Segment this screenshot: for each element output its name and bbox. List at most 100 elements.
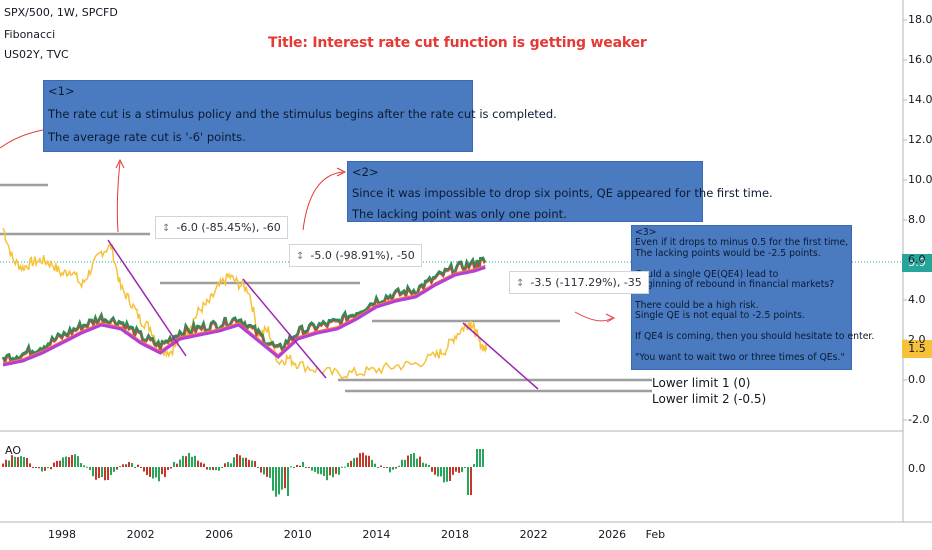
y-tick-label: 2.0	[908, 333, 926, 346]
ao-bar	[71, 454, 73, 467]
ao-bar	[449, 467, 451, 481]
ao-bar	[350, 460, 352, 467]
downtrend-line	[107, 239, 187, 357]
ao-bar	[44, 467, 46, 471]
ao-bar	[281, 467, 283, 490]
ao-bar	[173, 461, 175, 467]
ao-bar	[356, 457, 358, 467]
ao-bar	[260, 467, 262, 473]
measure-label-2[interactable]: ↕ -5.0 (-98.91%), -50	[289, 244, 422, 267]
ao-bar	[2, 463, 4, 467]
ao-bar	[176, 463, 178, 467]
ao-bar	[305, 467, 307, 468]
ao-bar	[35, 467, 37, 468]
ao-bar	[164, 467, 166, 478]
ao-bar	[239, 455, 241, 467]
ao-bar	[377, 467, 379, 468]
lower-limit-1-label[interactable]: Lower limit 1 (0)	[652, 376, 751, 390]
measure-label-3[interactable]: ↕ -3.5 (-117.29%), -35	[509, 271, 649, 294]
ao-bar	[8, 460, 10, 467]
y-tick-label: 6.0	[908, 253, 926, 266]
ao-bar	[335, 467, 337, 474]
note-3-line: Single QE is not equal to -2.5 points.	[635, 310, 805, 322]
legend-us02y[interactable]: US02Y, TVC	[4, 48, 69, 61]
ao-bar	[14, 456, 16, 467]
y-tick-label: 14.0	[908, 93, 932, 106]
chart-title-annotation[interactable]: Title: Interest rate cut function is get…	[268, 35, 647, 51]
ao-bar	[191, 456, 193, 467]
x-tick-label: 2026	[598, 528, 627, 541]
ao-bar	[479, 449, 481, 467]
us02y-line	[2, 227, 488, 380]
note-3-line: If QE4 is coming, then you should hesita…	[635, 331, 875, 343]
ao-bar	[476, 449, 478, 467]
ao-bar	[80, 463, 82, 467]
ao-bar	[155, 467, 157, 478]
ao-bar	[50, 467, 52, 470]
ao-indicator-label[interactable]: AO	[5, 444, 21, 457]
note-box-1[interactable]: <1> The rate cut is a stimulus policy an…	[43, 80, 557, 152]
ao-bar	[20, 456, 22, 467]
ao-bar	[266, 467, 268, 477]
ao-bar	[104, 467, 106, 481]
ao-bar	[425, 463, 427, 467]
ao-bar	[293, 467, 295, 468]
ao-bar	[272, 467, 274, 491]
ao-bar	[284, 467, 286, 489]
x-tick-label: 1998	[48, 528, 76, 541]
ao-bar	[437, 467, 439, 477]
measure-text-2: -5.0 (-98.91%), -50	[310, 249, 415, 262]
legend-symbol[interactable]: SPX/500, 1W, SPCFD	[4, 6, 118, 19]
ao-bar	[89, 467, 91, 471]
lower-limit-2-label[interactable]: Lower limit 2 (-0.5)	[652, 392, 767, 406]
ao-bar	[308, 467, 310, 468]
ao-bar	[326, 467, 328, 481]
ao-bar	[197, 460, 199, 467]
ao-bar	[38, 467, 40, 469]
legend-fibonacci[interactable]: Fibonacci	[4, 28, 56, 41]
ao-bar	[446, 467, 448, 482]
ao-bar	[17, 457, 19, 467]
ao-bar	[359, 453, 361, 467]
note-3-line: beginning of rebound in financial market…	[635, 279, 835, 291]
y-tick-label: 8.0	[908, 213, 926, 226]
ao-bar	[254, 461, 256, 467]
ao-bar	[47, 467, 49, 469]
ao-bar	[407, 455, 409, 467]
ao-bar	[182, 455, 184, 467]
measure-icon: ↕	[296, 251, 305, 262]
ao-bar	[362, 452, 364, 467]
ao-bar	[416, 458, 418, 467]
x-tick-label: 2014	[362, 528, 391, 541]
ao-bar	[461, 467, 463, 472]
ao-bar	[275, 467, 277, 497]
ao-bar	[395, 467, 397, 469]
ao-bar	[101, 467, 103, 478]
ao-bar	[311, 467, 313, 471]
ao-bar	[11, 455, 13, 467]
ao-bar	[296, 465, 298, 467]
ao-bar	[56, 460, 58, 467]
ao-bar	[200, 462, 202, 467]
spx-price-band-red	[2, 259, 486, 365]
ao-bar	[392, 467, 394, 470]
measure-label-1[interactable]: ↕ -6.0 (-85.45%), -60	[155, 216, 288, 239]
ao-bar	[137, 464, 139, 467]
ao-bar	[143, 467, 145, 472]
x-tick-label: 2002	[126, 528, 155, 541]
ao-bar	[344, 466, 346, 468]
ao-bar	[227, 462, 229, 467]
ao-bar	[329, 467, 331, 476]
downtrend-line	[462, 322, 539, 390]
moving-average-purple	[2, 265, 486, 367]
ao-bar	[278, 467, 280, 495]
x-tick-label: 2010	[283, 528, 312, 541]
us02y-price-badge: 1.5	[902, 340, 932, 358]
y-tick-label: 16.0	[908, 53, 932, 66]
ao-bar	[65, 456, 67, 467]
ao-bar	[128, 461, 130, 467]
ao-bar	[149, 467, 151, 477]
note-box-2[interactable]: <2> Since it was impossible to drop six …	[347, 161, 773, 222]
note-box-3[interactable]: <3> Even if it drops to minus 0.5 for th…	[631, 225, 875, 370]
